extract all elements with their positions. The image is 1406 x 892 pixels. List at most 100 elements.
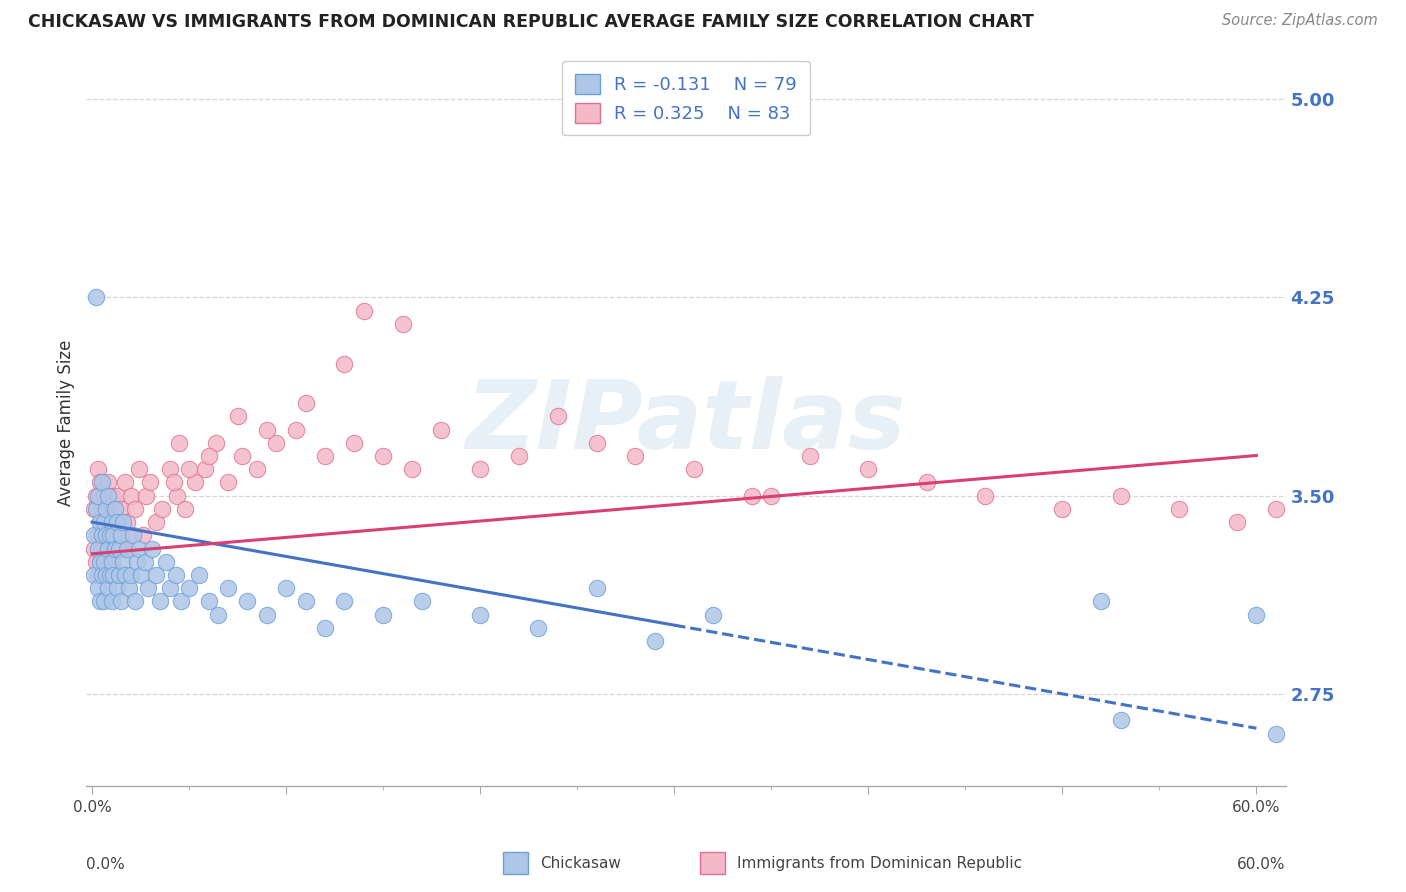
Point (145, 515, 167, 529)
Point (87, 462, 110, 476)
Point (702, 607, 724, 622)
Point (108, 528, 131, 542)
Point (217, 475, 239, 490)
Point (115, 541, 138, 556)
Text: Immigrants from Dominican Republic: Immigrants from Dominican Republic (737, 856, 1022, 871)
Point (155, 555, 177, 569)
Point (89, 594, 111, 608)
Point (112, 515, 135, 529)
Point (131, 528, 153, 542)
Point (120, 489, 142, 503)
Point (87, 528, 110, 542)
Text: CHICKASAW VS IMMIGRANTS FROM DOMINICAN REPUBLIC AVERAGE FAMILY SIZE CORRELATION : CHICKASAW VS IMMIGRANTS FROM DOMINICAN R… (28, 13, 1033, 31)
Point (266, 435, 288, 450)
Point (110, 528, 132, 542)
Point (110, 594, 132, 608)
Point (391, 317, 413, 331)
Text: Source: ZipAtlas.com: Source: ZipAtlas.com (1222, 13, 1378, 29)
Point (98, 528, 121, 542)
Point (430, 423, 453, 437)
Point (761, 489, 783, 503)
Point (197, 449, 219, 463)
Point (169, 435, 191, 450)
Point (470, 462, 492, 476)
Point (1264, 501, 1286, 516)
Point (129, 568, 152, 582)
Point (89, 475, 111, 490)
Point (118, 581, 141, 595)
Point (973, 489, 995, 503)
Point (624, 449, 647, 463)
Point (314, 621, 336, 635)
Point (87, 581, 110, 595)
Point (644, 634, 666, 648)
Point (207, 607, 229, 622)
Point (401, 462, 423, 476)
Point (145, 568, 167, 582)
Point (135, 489, 157, 503)
Point (217, 581, 239, 595)
Point (1052, 501, 1074, 516)
Point (149, 594, 172, 608)
Point (100, 515, 122, 529)
Point (114, 568, 136, 582)
Point (159, 581, 181, 595)
Point (84, 555, 107, 569)
Point (134, 555, 156, 569)
Point (83, 528, 105, 542)
Point (103, 501, 125, 516)
Point (93, 594, 115, 608)
Point (112, 541, 135, 556)
Point (162, 475, 184, 490)
Point (110, 501, 132, 516)
Point (100, 555, 122, 569)
Point (343, 435, 366, 450)
Point (197, 594, 219, 608)
Point (83, 541, 105, 556)
Point (1264, 726, 1286, 740)
Point (97, 541, 120, 556)
Point (121, 528, 143, 542)
Point (89, 515, 111, 529)
Point (1226, 515, 1249, 529)
Point (139, 475, 162, 490)
Point (90, 541, 112, 556)
Legend: R = -0.131    N = 79, R = 0.325    N = 83: R = -0.131 N = 79, R = 0.325 N = 83 (562, 62, 810, 136)
Point (333, 594, 356, 608)
Point (97, 581, 120, 595)
Point (170, 594, 193, 608)
Point (915, 475, 938, 490)
Point (114, 475, 136, 490)
Point (115, 515, 138, 529)
Point (187, 568, 209, 582)
Point (276, 581, 298, 595)
Point (93, 528, 115, 542)
Point (89, 515, 111, 529)
Point (105, 515, 128, 529)
Point (100, 594, 122, 608)
Point (128, 462, 150, 476)
Point (83, 501, 105, 516)
Point (166, 489, 188, 503)
Point (314, 449, 336, 463)
Point (585, 581, 607, 595)
Point (1167, 501, 1189, 516)
Point (138, 581, 160, 595)
Point (411, 594, 433, 608)
Text: 60.0%: 60.0% (1237, 857, 1285, 872)
Point (93, 515, 115, 529)
Point (333, 357, 356, 371)
Point (353, 303, 375, 318)
Point (470, 607, 492, 622)
Y-axis label: Average Family Size: Average Family Size (58, 340, 75, 506)
Point (1109, 489, 1132, 503)
Point (103, 568, 125, 582)
Point (858, 462, 880, 476)
Point (179, 462, 201, 476)
Point (125, 555, 148, 569)
Point (105, 581, 128, 595)
Point (83, 568, 105, 582)
Point (97, 541, 120, 556)
Point (373, 607, 395, 622)
Point (98, 528, 121, 542)
